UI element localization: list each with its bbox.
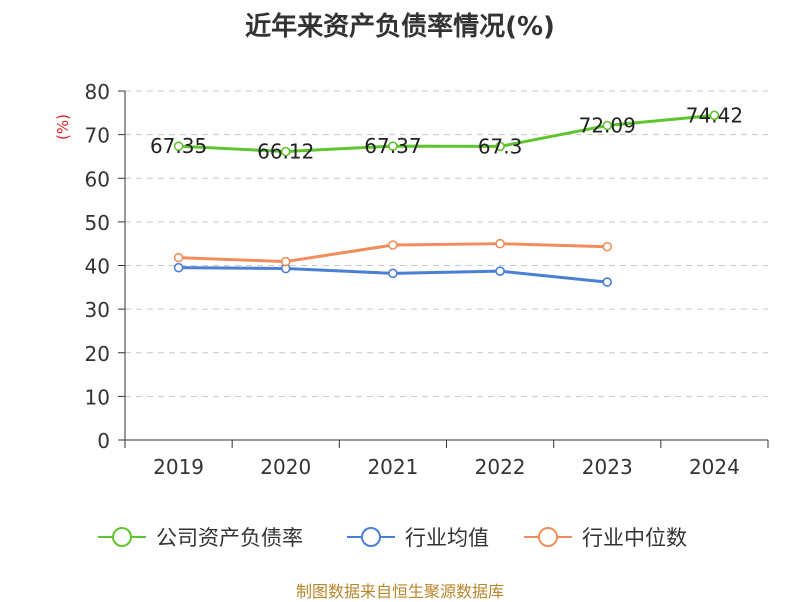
legend-marker	[361, 527, 381, 547]
legend-label: 行业中位数	[582, 526, 687, 550]
y-tick-label: 50	[85, 211, 110, 235]
y-axis-label: (%)	[54, 114, 72, 140]
legend-marker	[538, 527, 558, 547]
data-label: 67.37	[364, 134, 421, 158]
x-tick-label: 2019	[153, 455, 204, 479]
data-label: 67.3	[478, 134, 523, 158]
data-point	[602, 277, 613, 287]
data-label: 72.09	[579, 114, 636, 138]
data-point	[280, 256, 291, 267]
gridlines	[125, 90, 768, 397]
data-label: 67.35	[150, 134, 207, 158]
data-point	[495, 266, 505, 276]
y-tick-label: 10	[85, 385, 110, 409]
x-tick-label: 2021	[367, 455, 418, 479]
data-point	[602, 241, 613, 252]
data-point	[173, 252, 184, 263]
legend: 公司资产负债率 行业均值 行业中位数	[98, 526, 687, 550]
y-tick-label: 80	[85, 80, 110, 104]
x-tick-label: 2022	[475, 455, 526, 479]
data-label: 66.12	[257, 140, 314, 164]
legend-label: 行业均值	[405, 526, 489, 550]
axes: 0 10 20 30 40 50 60 70 80 (%) 2019 2020 2021 2022 2023…	[54, 80, 769, 479]
data-point	[709, 110, 720, 121]
data-point	[388, 141, 398, 151]
legend-marker	[112, 527, 132, 547]
data-point	[388, 268, 398, 279]
data-point	[173, 262, 184, 273]
x-tick-label: 2023	[582, 455, 633, 479]
data-point	[495, 238, 505, 249]
data-point	[495, 141, 505, 152]
y-tick-label: 40	[85, 255, 110, 279]
y-tick-label: 70	[85, 124, 110, 148]
y-tick-label: 60	[85, 167, 110, 191]
y-tick-label: 0	[97, 429, 110, 453]
source-note: 制图数据来自恒生聚源数据库	[295, 582, 504, 601]
data-label: 74.42	[686, 103, 743, 127]
data-point	[602, 120, 613, 131]
data-labels: 67.35 66.12 67.37 67.3 72.09 74.42	[150, 103, 743, 163]
data-point	[173, 141, 184, 151]
x-tick-label: 2020	[260, 455, 311, 479]
data-point	[280, 146, 291, 157]
chart-title: 近年来资产负债率情况(%)	[245, 12, 555, 42]
data-point	[388, 240, 398, 250]
x-tick-label: 2024	[689, 455, 740, 479]
legend-label: 公司资产负债率	[156, 526, 303, 550]
y-tick-label: 30	[85, 298, 110, 322]
series-lines	[173, 110, 720, 287]
series-line	[178, 113, 715, 154]
y-tick-label: 20	[85, 342, 110, 366]
